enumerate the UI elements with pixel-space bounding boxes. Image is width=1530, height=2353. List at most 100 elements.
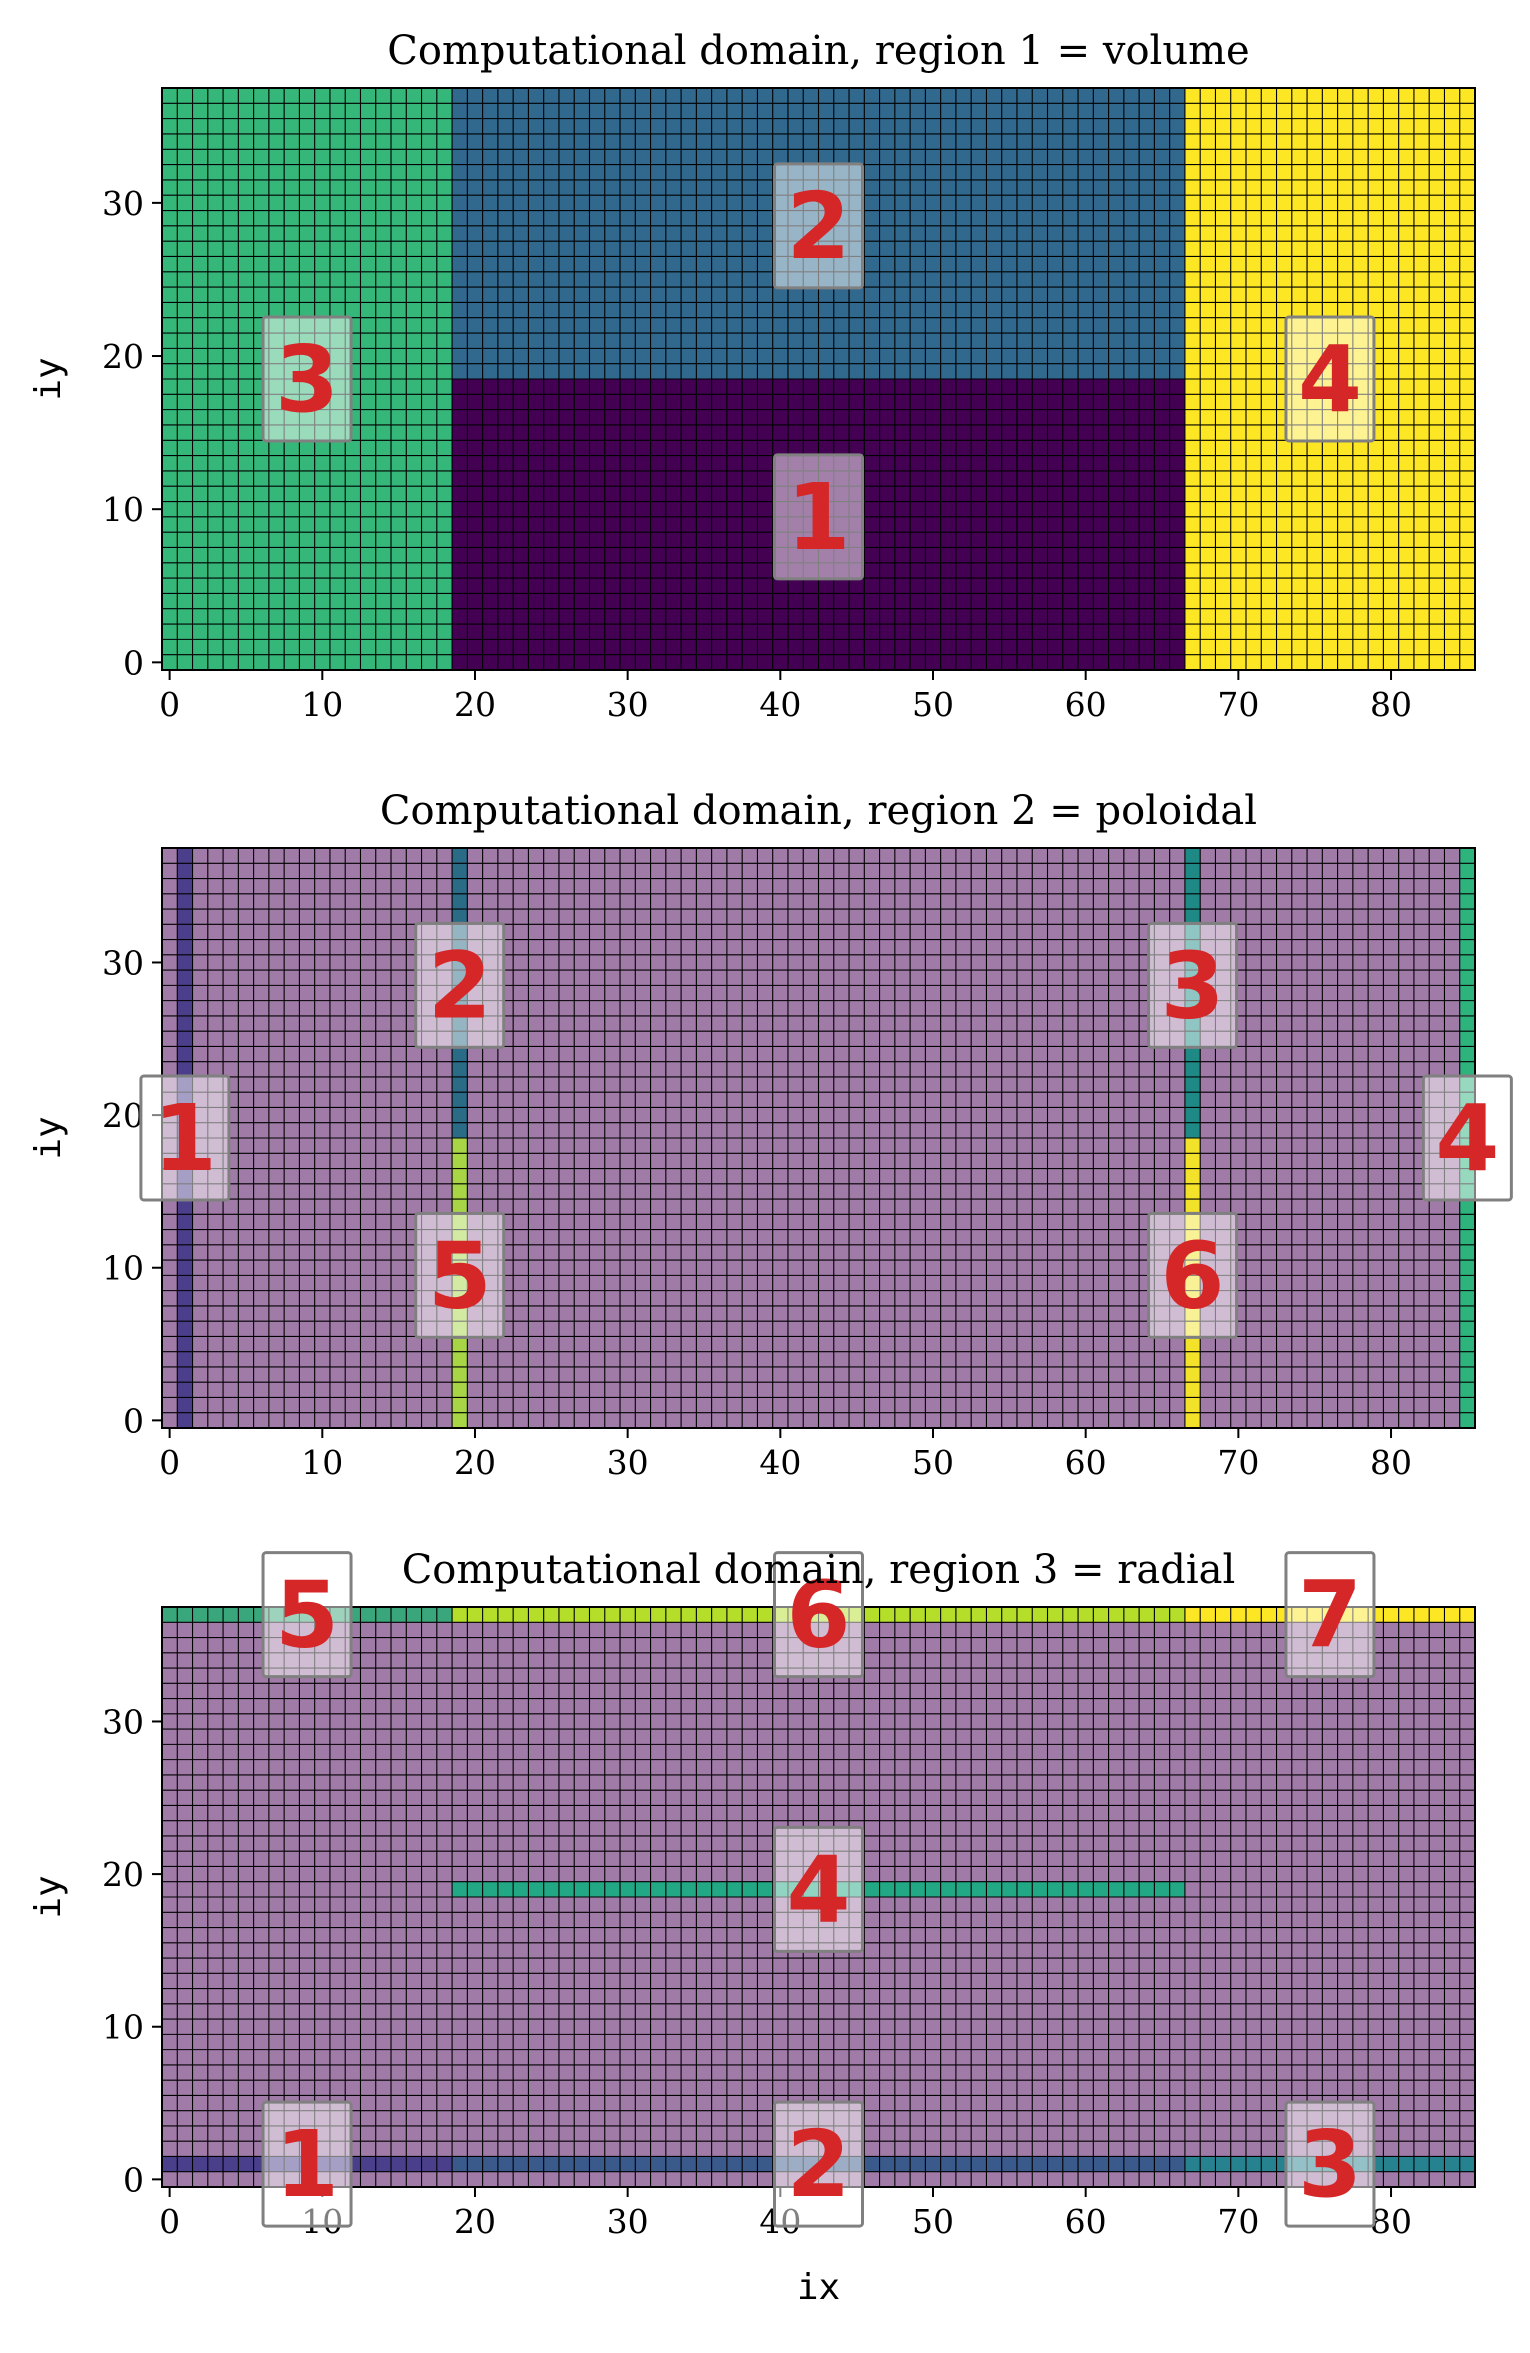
y-tick-label: 0: [123, 2160, 144, 2199]
x-tick-label: 40: [759, 1443, 801, 1482]
region-label-6: 6: [773, 1551, 864, 1679]
region-label-3: 3: [1284, 2100, 1376, 2228]
region-label-text: 4: [1435, 1085, 1499, 1192]
y-tick-label: 10: [102, 490, 144, 529]
region-label-box: [773, 162, 864, 290]
region-label-box: [1284, 2100, 1376, 2228]
region-label-box: [261, 1551, 353, 1679]
region-label-box: [414, 921, 506, 1049]
x-tick-label: 20: [454, 685, 496, 724]
x-tick-label: 50: [912, 685, 954, 724]
y-axis-label: iy: [28, 357, 69, 400]
region-label-text: 7: [1298, 1562, 1362, 1669]
x-tick-label: 30: [607, 2202, 649, 2241]
y-tick-label: 30: [102, 943, 144, 982]
region-label-5: 5: [261, 1551, 353, 1679]
region-label-text: 5: [428, 1222, 492, 1329]
x-tick-label: 10: [301, 685, 343, 724]
x-tick-label: 0: [159, 685, 180, 724]
y-tick-label: 0: [123, 1401, 144, 1440]
region-label-box: [414, 1211, 506, 1339]
y-tick-label: 30: [102, 184, 144, 223]
axes-frame: [161, 87, 1476, 671]
chart-title: Computational domain, region 1 = volume: [387, 28, 1249, 74]
x-tick-label: 80: [1370, 2202, 1412, 2241]
region-label-box: [773, 1551, 864, 1679]
y-axis-label: iy: [28, 1116, 69, 1159]
x-tick-label: 60: [1065, 685, 1107, 724]
region-label-box: [139, 1074, 231, 1202]
region-label-text: 3: [1161, 932, 1225, 1039]
region-label-text: 6: [1161, 1222, 1225, 1329]
y-tick-label: 10: [102, 1249, 144, 1288]
region-label-3: 3: [1147, 921, 1239, 1049]
region-label-text: 1: [786, 464, 850, 571]
region-label-1: 1: [139, 1074, 231, 1202]
region-label-4: 4: [1421, 1074, 1513, 1202]
chart-panel-1: 0 10 20 30 40 50 60 70 80 0 10 20 30 1 2 3 4 Computationa…: [28, 28, 1476, 724]
region-label-text: 4: [786, 1836, 850, 1943]
chart-panel-2: 0 10 20 30 40 50 60 70 80 0 10 20 30 1 2 3 4 5 6 Computatio…: [28, 788, 1513, 1482]
region-label-text: 2: [786, 173, 850, 280]
y-tick-label: 10: [102, 2008, 144, 2047]
x-tick-label: 60: [1065, 1443, 1107, 1482]
x-tick-label: 10: [301, 1443, 343, 1482]
x-tick-label: 30: [607, 685, 649, 724]
region-label-7: 7: [1284, 1551, 1376, 1679]
region-label-box: [773, 1825, 864, 1953]
region-label-4: 4: [773, 1825, 864, 1953]
region-label-1: 1: [261, 2100, 353, 2228]
x-tick-label: 40: [759, 685, 801, 724]
region-label-3: 3: [261, 315, 353, 443]
region-label-2: 2: [773, 162, 864, 290]
region-label-text: 5: [275, 1562, 339, 1669]
x-tick-label: 30: [607, 1443, 649, 1482]
region-label-text: 3: [275, 326, 339, 433]
region-label-box: [261, 2100, 353, 2228]
x-tick-label: 70: [1217, 2202, 1259, 2241]
x-tick-label: 20: [454, 2202, 496, 2241]
x-tick-label: 70: [1217, 1443, 1259, 1482]
chart-panel-3: 0102030405060708001020301234567Computati…: [28, 1547, 1476, 2308]
region-label-2: 2: [773, 2100, 864, 2228]
region-label-box: [261, 315, 353, 443]
y-axis-label: iy: [28, 1875, 69, 1918]
x-tick-label: 0: [159, 2202, 180, 2241]
region-label-text: 1: [153, 1085, 217, 1192]
region-label-text: 4: [1298, 326, 1362, 433]
region-label-box: [1147, 1211, 1239, 1339]
x-tick-label: 70: [1217, 685, 1259, 724]
region-label-text: 2: [428, 932, 492, 1039]
chart-title: Computational domain, region 3 = radial: [402, 1547, 1236, 1593]
x-tick-label: 20: [454, 1443, 496, 1482]
region-label-2: 2: [414, 921, 506, 1049]
region-label-box: [773, 453, 864, 581]
y-tick-label: 20: [102, 1096, 144, 1135]
x-tick-label: 80: [1370, 685, 1412, 724]
y-tick-label: 30: [102, 1702, 144, 1741]
region-label-text: 2: [786, 2111, 850, 2218]
x-axis-label: ix: [797, 2267, 840, 2308]
region-label-text: 1: [275, 2111, 339, 2218]
y-tick-label: 20: [102, 337, 144, 376]
region-label-6: 6: [1147, 1211, 1239, 1339]
region-label-text: 6: [786, 1562, 850, 1669]
region-label-1: 1: [773, 453, 864, 581]
region-label-box: [1147, 921, 1239, 1049]
x-tick-label: 60: [1065, 2202, 1107, 2241]
x-tick-label: 0: [159, 1443, 180, 1482]
region-label-box: [773, 2100, 864, 2228]
region-label-text: 3: [1298, 2111, 1362, 2218]
x-tick-label: 50: [912, 2202, 954, 2241]
x-tick-label: 80: [1370, 1443, 1412, 1482]
region-label-5: 5: [414, 1211, 506, 1339]
chart-title: Computational domain, region 2 = poloida…: [380, 788, 1257, 834]
y-tick-label: 20: [102, 1855, 144, 1894]
x-tick-label: 50: [912, 1443, 954, 1482]
region-label-box: [1421, 1074, 1513, 1202]
region-label-box: [1284, 315, 1376, 443]
y-tick-label: 0: [123, 643, 144, 682]
region-label-box: [1284, 1551, 1376, 1679]
region-label-4: 4: [1284, 315, 1376, 443]
